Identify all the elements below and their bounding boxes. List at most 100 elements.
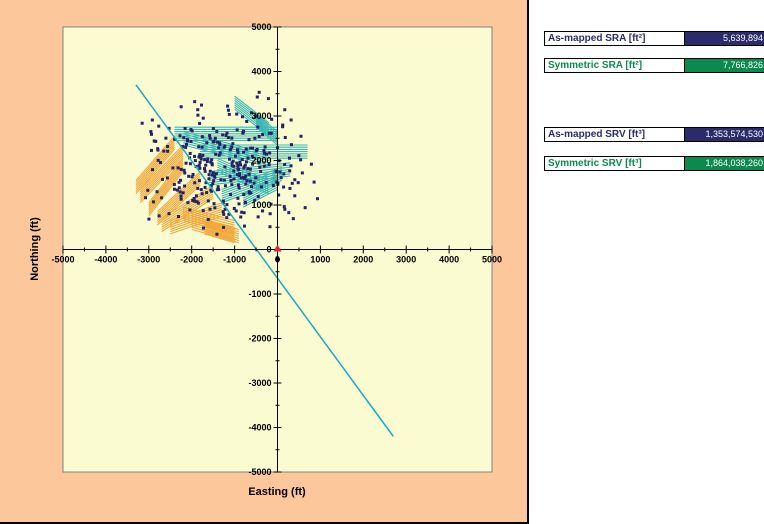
- event-point: [214, 152, 218, 156]
- teal-stage-5-line: [242, 180, 278, 199]
- event-point: [160, 196, 164, 200]
- orange-stage-5-line: [170, 208, 222, 228]
- event-point: [262, 148, 266, 152]
- event-point: [235, 128, 239, 132]
- teal-stage-8-line: [217, 171, 270, 195]
- event-point: [175, 188, 179, 192]
- event-point: [312, 180, 316, 184]
- orange-stage-7-line: [191, 228, 240, 244]
- x-axis-title: Easting (ft): [248, 486, 306, 498]
- event-point: [203, 167, 207, 171]
- event-point: [244, 147, 248, 151]
- event-point: [237, 186, 241, 190]
- event-point: [176, 166, 180, 170]
- event-point: [187, 174, 191, 178]
- orange-stage-2-line: [148, 166, 184, 212]
- event-point: [281, 123, 285, 127]
- event-point: [263, 145, 267, 149]
- teal-stage-5-line: [242, 182, 278, 202]
- x-tick-label: 3000: [396, 255, 416, 265]
- event-point: [237, 173, 241, 177]
- event-point: [208, 169, 212, 173]
- event-point: [234, 209, 238, 213]
- event-point: [201, 226, 205, 230]
- event-point: [253, 136, 257, 140]
- event-point: [266, 97, 270, 101]
- event-point: [192, 196, 196, 200]
- event-point: [183, 184, 187, 188]
- event-point: [257, 160, 261, 164]
- event-point: [254, 176, 258, 180]
- event-point: [235, 112, 239, 116]
- y-tick-label: -5000: [248, 467, 271, 477]
- event-point: [182, 168, 186, 172]
- event-point: [172, 182, 176, 186]
- teal-stage-0-line: [234, 95, 270, 124]
- event-point: [193, 181, 197, 185]
- event-point: [201, 116, 205, 120]
- event-point: [247, 138, 251, 142]
- event-point: [230, 183, 234, 187]
- y-tick-label: -2000: [248, 334, 271, 344]
- event-point: [198, 166, 202, 170]
- event-point: [209, 184, 213, 188]
- event-point: [268, 212, 272, 216]
- y-tick-label: 2000: [251, 156, 271, 166]
- event-point: [221, 199, 225, 203]
- event-point: [151, 168, 155, 172]
- event-point: [149, 132, 153, 136]
- event-point: [282, 185, 286, 189]
- event-point: [288, 186, 292, 190]
- event-point: [235, 161, 239, 165]
- event-point: [315, 197, 319, 201]
- x-tick-label: 2000: [353, 255, 373, 265]
- event-point: [212, 202, 216, 206]
- teal-stage-6-line: [255, 117, 278, 137]
- event-point: [217, 187, 221, 191]
- x-tick-label: -3000: [137, 255, 160, 265]
- event-point: [200, 145, 204, 149]
- event-point: [213, 174, 217, 178]
- event-point: [164, 136, 168, 140]
- teal-stage-5: [242, 175, 278, 208]
- teal-stage-6-line: [255, 126, 278, 146]
- orange-stage-4-line: [161, 188, 214, 224]
- event-point: [254, 114, 258, 118]
- event-point: [213, 206, 217, 210]
- event-point: [245, 179, 249, 183]
- event-point: [243, 177, 247, 181]
- event-point: [147, 217, 151, 221]
- event-point: [233, 154, 237, 158]
- teal-stage-7-line: [182, 131, 270, 155]
- orange-stage-7-line: [191, 220, 240, 235]
- event-point: [211, 140, 215, 144]
- event-point: [271, 183, 275, 187]
- event-point: [227, 112, 231, 116]
- event-point: [236, 150, 240, 154]
- event-point: [231, 159, 235, 163]
- orange-stage-1-line: [139, 146, 184, 193]
- teal-stage-7-line: [182, 144, 270, 168]
- orange-stage-0-line: [135, 135, 175, 181]
- event-point: [242, 193, 246, 197]
- event-point: [212, 179, 216, 183]
- event-point: [208, 134, 212, 138]
- event-point: [236, 163, 240, 167]
- x-tick-label: 0: [275, 255, 280, 265]
- event-point: [217, 146, 221, 150]
- event-point: [235, 148, 239, 152]
- event-point: [256, 215, 260, 219]
- orange-stage-7-line: [191, 224, 240, 239]
- axes-layer: [62, 26, 493, 473]
- event-point: [282, 172, 286, 176]
- event-point: [232, 206, 236, 210]
- event-point: [177, 215, 181, 219]
- event-point: [211, 171, 215, 175]
- event-point: [300, 171, 304, 175]
- event-point: [204, 163, 208, 167]
- event-point: [215, 232, 219, 236]
- event-point: [223, 165, 227, 169]
- event-point: [184, 161, 188, 165]
- event-point: [186, 201, 190, 205]
- event-point: [258, 165, 262, 169]
